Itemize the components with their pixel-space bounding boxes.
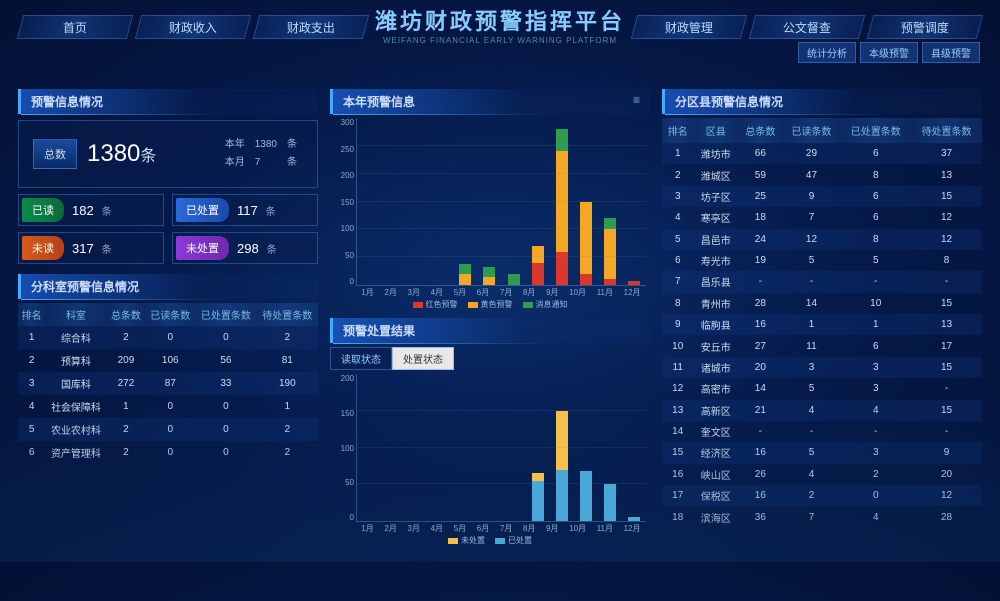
result-tab-0[interactable]: 读取状态	[330, 347, 392, 370]
nav-left-2[interactable]: 财政支出	[253, 15, 369, 39]
result-chart: 2001501005001月2月3月4月5月6月7月8月9月10月11月12月未…	[330, 374, 650, 544]
table-row: 5农业农村科2002	[18, 418, 318, 441]
year-warning-chart: 3002502001501005001月2月3月4月5月6月7月8月9月10月1…	[330, 118, 650, 308]
legend-item: 红色预警	[413, 299, 458, 310]
nav-left-1[interactable]: 财政收入	[135, 15, 251, 39]
table-row: 2潍城区5947813	[662, 164, 982, 185]
table-row: 12高密市1453-	[662, 378, 982, 399]
table-row: 1潍坊市6629637	[662, 143, 982, 164]
table-row: 3国库科2728733190	[18, 372, 318, 395]
table-row: 3坊子区259615	[662, 186, 982, 207]
table-row: 10安丘市2711617	[662, 335, 982, 356]
panel-district-title: 分区县预警信息情况	[662, 89, 982, 114]
dept-table: 排名科室总条数已读条数已处置条数待处置条数1综合科20022预算科2091065…	[18, 303, 318, 464]
stat-total-label: 总数	[33, 139, 77, 169]
stat-total-value: 1380	[87, 140, 140, 167]
table-row: 5昌邑市2412812	[662, 229, 982, 250]
stat-chip: 未处置298条	[172, 232, 318, 264]
district-table: 排名区县总条数已读条数已处置条数待处置条数1潍坊市66296372潍城区5947…	[662, 118, 982, 528]
nav-right-1[interactable]: 公文督查	[749, 15, 865, 39]
panel-warn-info-title: 预警信息情况	[18, 89, 318, 114]
table-row: 1综合科2002	[18, 326, 318, 349]
table-row: 11诸城市203315	[662, 357, 982, 378]
stat-chip: 已读182条	[18, 194, 164, 226]
chart-menu-icon[interactable]: ≡	[633, 93, 640, 107]
subnav-2[interactable]: 县级预警	[922, 42, 980, 63]
table-row: 17保税区162012	[662, 485, 982, 506]
table-row: 16峡山区264220	[662, 464, 982, 485]
table-row: 6寿光市19558	[662, 250, 982, 271]
nav-left-0[interactable]: 首页	[17, 15, 133, 39]
table-row: 18滨海区367428	[662, 506, 982, 527]
table-row: 15经济区16539	[662, 442, 982, 463]
nav-right-2[interactable]: 预警调度	[867, 15, 983, 39]
legend-item: 未处置	[448, 535, 485, 546]
table-row: 6资产管理科2002	[18, 441, 318, 464]
legend-item: 消息通知	[523, 299, 568, 310]
legend-item: 已处置	[495, 535, 532, 546]
table-row: 13高新区214415	[662, 400, 982, 421]
panel-year-info-title: 本年预警信息≡	[330, 89, 650, 114]
stat-chip: 未读317条	[18, 232, 164, 264]
legend-item: 黄色预警	[468, 299, 513, 310]
table-row: 4寒亭区187612	[662, 207, 982, 228]
stat-chip: 已处置117条	[172, 194, 318, 226]
table-row: 4社会保障科1001	[18, 395, 318, 418]
table-row: 7昌乐县----	[662, 271, 982, 292]
table-row: 14奎文区----	[662, 421, 982, 442]
result-tab-1[interactable]: 处置状态	[392, 347, 454, 370]
subnav-0[interactable]: 统计分析	[798, 42, 856, 63]
panel-dept-title: 分科室预警信息情况	[18, 274, 318, 299]
table-row: 2预算科2091065681	[18, 349, 318, 372]
subnav-1[interactable]: 本级预警	[860, 42, 918, 63]
stat-total-unit: 条	[140, 148, 156, 165]
table-row: 9临朐县161113	[662, 314, 982, 335]
table-row: 8青州市28141015	[662, 293, 982, 314]
panel-result-title: 预警处置结果	[330, 318, 650, 343]
stat-summary-box: 总数 1380条 本年1380条本月7条	[18, 120, 318, 188]
nav-right-0[interactable]: 财政管理	[631, 15, 747, 39]
